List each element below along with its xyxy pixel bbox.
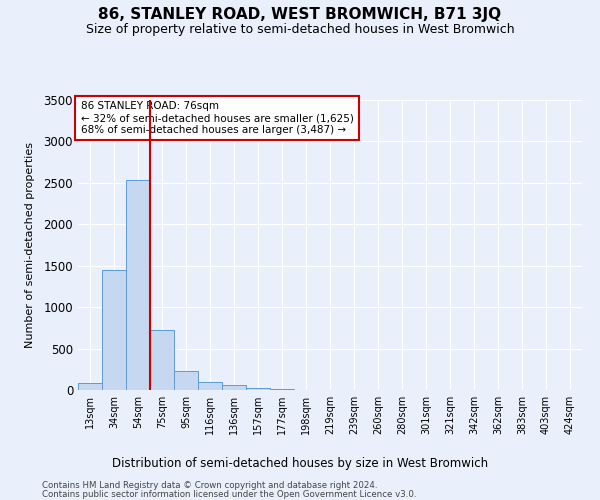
Bar <box>270 389 294 390</box>
Y-axis label: Number of semi-detached properties: Number of semi-detached properties <box>25 142 35 348</box>
Bar <box>222 386 246 390</box>
Bar <box>246 388 270 390</box>
Bar <box>126 180 150 390</box>
Text: Size of property relative to semi-detached houses in West Bromwich: Size of property relative to semi-detach… <box>86 22 514 36</box>
Bar <box>198 382 222 390</box>
Text: Distribution of semi-detached houses by size in West Bromwich: Distribution of semi-detached houses by … <box>112 458 488 470</box>
Bar <box>102 270 126 390</box>
Text: Contains HM Land Registry data © Crown copyright and database right 2024.: Contains HM Land Registry data © Crown c… <box>42 481 377 490</box>
Text: Contains public sector information licensed under the Open Government Licence v3: Contains public sector information licen… <box>42 490 416 499</box>
Bar <box>174 372 198 390</box>
Text: 86 STANLEY ROAD: 76sqm
← 32% of semi-detached houses are smaller (1,625)
68% of : 86 STANLEY ROAD: 76sqm ← 32% of semi-det… <box>80 102 353 134</box>
Text: 86, STANLEY ROAD, WEST BROMWICH, B71 3JQ: 86, STANLEY ROAD, WEST BROMWICH, B71 3JQ <box>98 8 502 22</box>
Bar <box>150 330 174 390</box>
Bar <box>78 382 102 390</box>
